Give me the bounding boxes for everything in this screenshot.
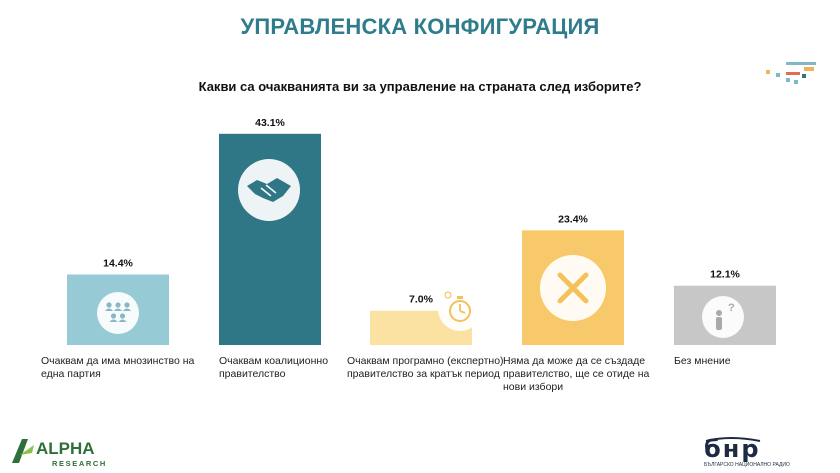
chart-question: Какви са очакванията ви за управление на… — [198, 79, 642, 94]
value-label-1: 43.1% — [255, 117, 285, 129]
person-body-4 — [118, 319, 127, 322]
category-label-3-line3: нови избори — [503, 381, 564, 393]
value-label-0: 14.4% — [103, 257, 133, 269]
category-label-0: Очаквам да има мнозинство на една партия — [41, 355, 201, 381]
person-head-3 — [110, 313, 117, 319]
cross-mark — [557, 272, 589, 304]
category-label-3-line1: Няма да може да се създаде — [503, 355, 646, 367]
value-label-4: 12.1% — [710, 269, 740, 281]
stopwatch-hands — [459, 304, 466, 314]
person-head-2 — [124, 302, 130, 308]
category-label-4: Без мнение — [674, 355, 784, 368]
category-label-1: Очаквам коалиционно правителство — [219, 355, 349, 381]
person-body-2 — [123, 308, 131, 311]
person-body-3 — [109, 319, 118, 322]
cross-icon — [557, 272, 589, 304]
slide-title: УПРАВЛЕНСКА КОНФИГУРАЦИЯ — [240, 14, 600, 39]
person-head — [716, 310, 722, 316]
category-label-0-line2: една партия — [41, 368, 101, 380]
category-label-4-line1: Без мнение — [674, 355, 731, 367]
people-group-icon — [105, 302, 131, 322]
alpha-logo-text: ALPHA — [36, 439, 95, 458]
person-head-4 — [119, 313, 126, 319]
person-body — [716, 317, 722, 330]
bnr-logo: бнр БЪЛГАРСКО НАЦИОНАЛНО РАДИО — [704, 435, 790, 468]
alpha-logo-subtext: RESEARCH — [52, 459, 107, 468]
category-label-3: Няма да може да се създаде правителство,… — [503, 355, 663, 394]
question-person-icon-bg — [702, 296, 744, 338]
bnr-logo-subtext: БЪЛГАРСКО НАЦИОНАЛНО РАДИО — [704, 462, 790, 468]
person-head-0 — [106, 302, 112, 308]
stopwatch-crown — [457, 296, 463, 299]
person-body-1 — [114, 308, 122, 311]
person-head-1 — [115, 302, 121, 308]
category-label-3-line2: правителство, ще се отиде на — [503, 368, 650, 380]
stopwatch-face — [449, 300, 471, 322]
handshake-fingers — [260, 184, 277, 197]
handshake-shape — [247, 178, 291, 202]
person-body-0 — [105, 308, 113, 311]
category-label-2: Очаквам програмно (експертно) правителст… — [347, 355, 517, 381]
value-label-2: 7.0% — [409, 294, 434, 306]
category-label-1-line2: правителство — [219, 368, 286, 380]
category-label-2-line1: Очаквам програмно (експертно) — [347, 355, 504, 367]
category-label-1-line1: Очаквам коалиционно — [219, 355, 329, 367]
alpha-research-logo: ALPHA RESEARCH — [12, 439, 107, 468]
people-group-icon-bg — [97, 292, 139, 334]
decorative-squares — [766, 62, 816, 84]
question-mark: ? — [728, 302, 735, 314]
category-label-0-line1: Очаквам да има мнозинство на — [41, 355, 195, 367]
handshake-icon — [247, 178, 291, 202]
stopwatch-gear — [444, 291, 452, 299]
stopwatch-icon — [444, 291, 471, 322]
question-person-icon: ? — [716, 302, 735, 330]
value-label-3: 23.4% — [558, 213, 588, 225]
category-label-2-line2: правителство за кратък период — [347, 368, 500, 380]
